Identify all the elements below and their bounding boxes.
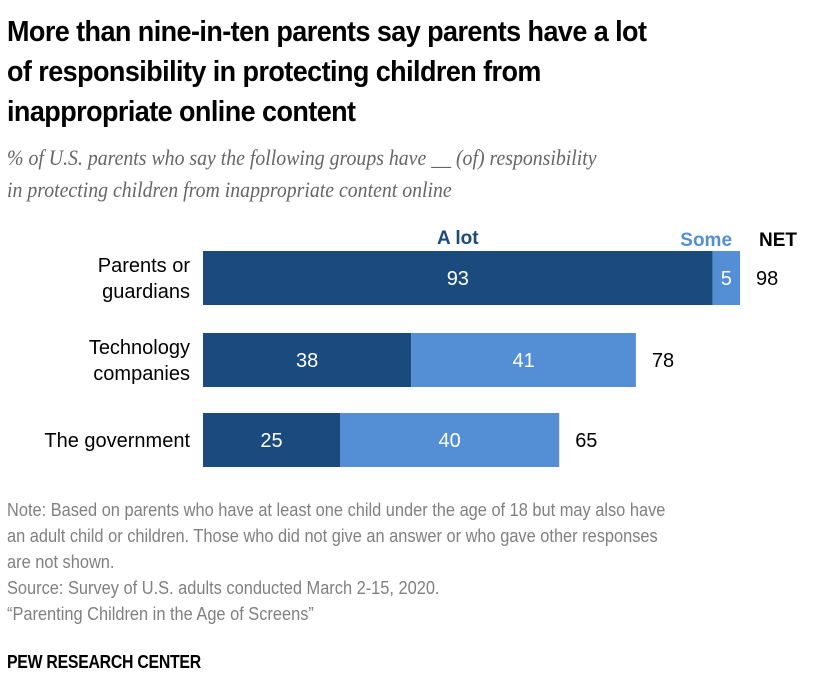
category-label: The government — [44, 430, 190, 452]
note-line: Note: Based on parents who have at least… — [7, 500, 666, 520]
bar-value-label: 25 — [260, 430, 282, 452]
bar-a-lot — [203, 413, 340, 467]
legend-net: NET — [759, 230, 797, 251]
bar-value-label: 93 — [447, 268, 469, 290]
net-value-label: 65 — [575, 430, 597, 452]
report-title: “Parenting Children in the Age of Screen… — [7, 604, 314, 624]
note-line: are not shown. — [7, 552, 115, 572]
bar-a-lot — [203, 251, 713, 305]
bar-a-lot — [203, 333, 412, 387]
category-label: companies — [93, 363, 190, 385]
chart-title: More than nine-in-ten parents say parent… — [7, 12, 770, 132]
note-line: an adult child or children. Those who di… — [7, 526, 658, 546]
title-line: inappropriate online content — [7, 96, 356, 128]
legend-a-lot: A lot — [437, 228, 479, 249]
bar-some — [712, 251, 741, 305]
bar-some — [340, 413, 560, 467]
legend-some: Some — [680, 230, 732, 251]
brand-logo-text: PEW RESEARCH CENTER — [7, 652, 201, 672]
stacked-bar-chart: A lot Some NET Parents or guardians 93 5 98 Tech… — [44, 228, 797, 467]
chart-notes: Note: Based on parents who have at least… — [7, 497, 826, 627]
source-line: Source: Survey of U.S. adults conducted … — [7, 578, 440, 598]
title-line: More than nine-in-ten parents say parent… — [7, 16, 647, 48]
title-line: of responsibility in protecting children… — [7, 56, 541, 88]
bar-value-label: 41 — [512, 350, 534, 372]
category-label: Technology — [89, 337, 190, 359]
bar-value-label: 38 — [296, 350, 318, 372]
subtitle-line: in protecting children from inappropriat… — [7, 177, 452, 202]
bar-some — [411, 333, 636, 387]
category-label: Parents or — [98, 255, 191, 277]
bar-value-label: 40 — [438, 430, 460, 452]
subtitle-line: % of U.S. parents who say the following … — [7, 145, 597, 170]
net-value-label: 98 — [756, 268, 778, 290]
net-value-label: 78 — [652, 350, 674, 372]
category-label: guardians — [102, 281, 190, 303]
chart-subtitle: % of U.S. parents who say the following … — [7, 142, 817, 206]
bar-value-label: 5 — [721, 268, 732, 290]
